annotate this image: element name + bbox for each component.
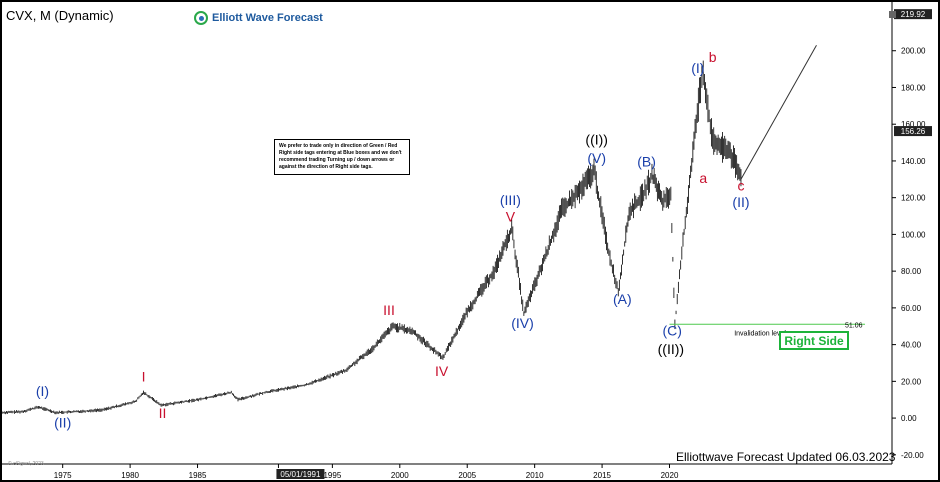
price-tag-label: 219.92 — [901, 10, 926, 19]
invalidation-value: 51.06 — [845, 322, 863, 329]
copyright-text: © eSignal, 2023 — [8, 461, 44, 467]
chart-settings-icon[interactable] — [889, 11, 896, 18]
wave-label: (IV) — [511, 315, 534, 331]
y-tick-label: 20.00 — [901, 377, 922, 386]
y-tick-label: 200.00 — [901, 47, 926, 56]
wave-label: III — [383, 302, 395, 318]
wave-label: (II) — [54, 414, 71, 430]
y-tick-label: 0.00 — [901, 414, 917, 423]
wave-label: II — [159, 405, 167, 421]
wave-label: (I) — [36, 383, 49, 399]
x-tick-label: 1985 — [189, 471, 207, 480]
wave-label: I — [142, 368, 146, 384]
price-tag-box — [894, 9, 932, 20]
wave-label: IV — [435, 363, 449, 379]
x-tick-label: 2015 — [593, 471, 611, 480]
wave-label: (I) — [691, 60, 704, 76]
wave-label: (B) — [637, 153, 656, 169]
y-tick-label: 180.00 — [901, 83, 926, 92]
brand-name: Elliott Wave Forecast — [212, 12, 323, 24]
y-tick-label: -20.00 — [901, 451, 924, 460]
x-tick-label: 1975 — [54, 471, 72, 480]
y-tick-label: 140.00 — [901, 157, 926, 166]
wave-label: V — [506, 209, 516, 225]
right-side-tag: Right Side — [779, 331, 849, 350]
y-tick-label: 40.00 — [901, 341, 922, 350]
x-tick-label: 2005 — [458, 471, 476, 480]
right-side-label: Right Side — [784, 333, 844, 348]
trading-note: We prefer to trade only in direction of … — [274, 139, 410, 175]
x-tick-label: 2000 — [391, 471, 409, 480]
y-tick-label: 100.00 — [901, 230, 926, 239]
date-tag-box — [276, 469, 325, 479]
y-tick-label: 80.00 — [901, 267, 922, 276]
updated-footer: Elliottwave Forecast Updated 06.03.2023 — [676, 450, 896, 464]
brand-logo: Elliott Wave Forecast — [194, 11, 323, 25]
invalidation-text: Invalidation level — [734, 330, 786, 337]
wave-label: (II) — [732, 194, 749, 210]
projection-line — [740, 44, 817, 180]
x-tick-label: 1980 — [121, 471, 139, 480]
wave-label: c — [737, 177, 744, 193]
ewf-logo-icon — [194, 11, 208, 25]
wave-label: (III) — [500, 192, 521, 208]
x-tick-label: 2010 — [526, 471, 544, 480]
wave-label: ((I)) — [585, 131, 608, 147]
wave-label: b — [709, 49, 717, 65]
y-tick-label: 60.00 — [901, 304, 922, 313]
x-tick-label: 05/01/1991 — [280, 470, 321, 479]
x-tick-label: 1995 — [323, 471, 341, 480]
wave-label: a — [699, 170, 707, 186]
price-tag-box — [894, 126, 932, 137]
symbol-title: CVX, M (Dynamic) — [6, 8, 114, 23]
wave-label: (C) — [662, 322, 681, 338]
wave-label: ((II)) — [658, 341, 684, 357]
wave-label: (V) — [587, 150, 606, 166]
y-tick-label: 160.00 — [901, 120, 926, 129]
y-tick-label: 120.00 — [901, 194, 926, 203]
wave-label: (A) — [613, 291, 632, 307]
x-tick-label: 2020 — [661, 471, 679, 480]
price-tag-label: 156.26 — [901, 127, 926, 136]
